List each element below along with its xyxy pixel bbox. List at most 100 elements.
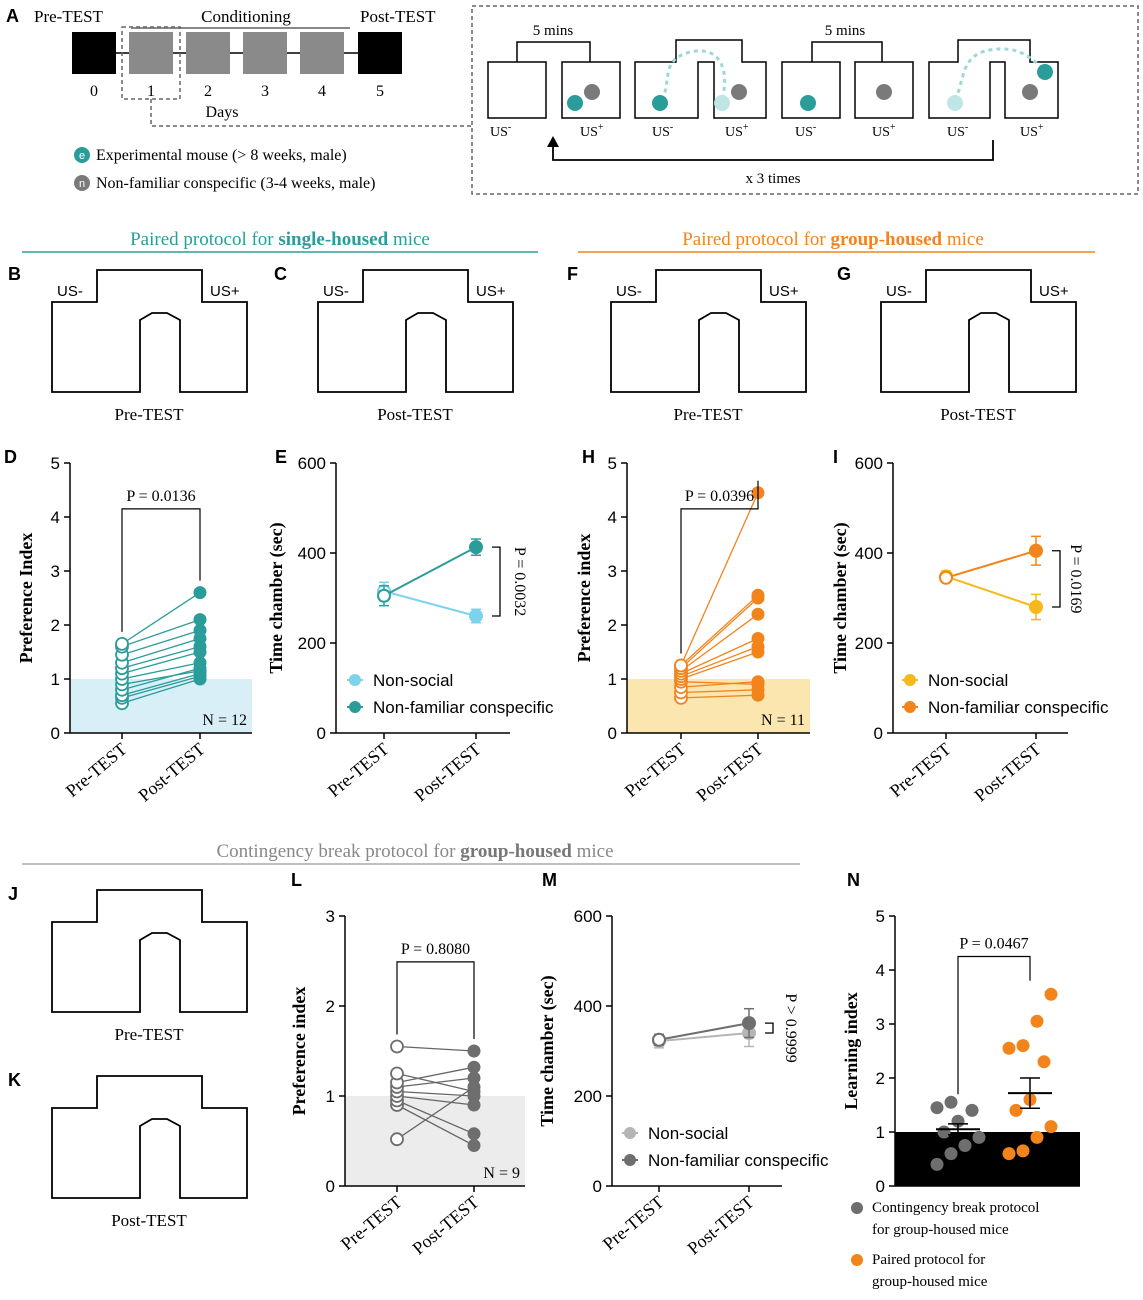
data-point <box>944 1095 958 1109</box>
data-point <box>937 1125 951 1139</box>
experimental-mouse-icon <box>800 95 816 111</box>
y-tick-label: 3 <box>876 1015 885 1034</box>
heatmap-hotspot <box>120 1099 144 1123</box>
mean-point <box>1029 543 1043 558</box>
pair-line <box>396 1045 475 1052</box>
day-0-block <box>72 32 116 74</box>
y-tick-label: 1 <box>608 670 617 689</box>
experimental-mouse-icon <box>652 95 668 111</box>
post-point <box>193 613 207 627</box>
post-point <box>467 1139 481 1152</box>
chamber-right <box>561 61 621 119</box>
data-point <box>1009 1103 1023 1117</box>
conspecific-mouse-icon <box>74 175 90 191</box>
mean-point <box>377 588 391 603</box>
heatmap-hotspot <box>70 960 94 984</box>
header-contingency-break: Contingency break protocol for group-hou… <box>22 841 800 865</box>
x-tick-label: Post-TEST <box>692 739 766 806</box>
legend-label: Non-social <box>648 1124 728 1143</box>
series-line <box>945 549 1037 579</box>
us-minus-label: US- <box>947 122 968 140</box>
heatmap-hotspot <box>161 287 195 321</box>
panel-letter: M <box>542 870 557 890</box>
header-single-text: Paired protocol for single-housed mice <box>130 229 430 250</box>
panel-letter-k: K <box>8 1070 21 1090</box>
pair-line <box>680 681 759 686</box>
chart-h: H 0 1 2 3 4 5 Preference index Pre-TEST Post-TEST… <box>574 447 810 805</box>
conspecific-mouse-icon <box>584 84 600 100</box>
legend-label: Non-familiar conspecific <box>373 698 554 717</box>
significance-bracket <box>492 546 501 617</box>
y-axis-label: Time chamber (sec) <box>537 975 558 1126</box>
x-tick-label: Pre-TEST <box>886 739 955 801</box>
chamber-label-us-plus: US+ <box>210 283 240 300</box>
y-axis-label: Preference index <box>289 987 309 1116</box>
heatmap-hotspot <box>894 358 918 382</box>
chamber-stage-1 <box>487 61 621 119</box>
heatmap-fill <box>611 270 806 392</box>
chamber-label-us-minus: US- <box>57 283 83 300</box>
pair-line <box>121 675 201 699</box>
us-plus-label: US+ <box>725 122 749 140</box>
day-tick: 1 <box>147 83 155 100</box>
legend-experimental: e Experimental mouse (> 8 weeks, male) <box>74 147 347 164</box>
legend-marker <box>904 674 916 686</box>
chart-m: M 0 200 400 600 Time chamber (sec) Pre-TEST Pos… <box>537 870 829 1258</box>
heatmap-hotspot <box>727 302 759 334</box>
pre-point <box>115 637 129 651</box>
pair-line <box>680 492 759 666</box>
y-tick-label: 2 <box>876 1069 885 1088</box>
post-point <box>751 607 765 621</box>
heatmap-caption: Post-TEST <box>940 405 1016 424</box>
header-single-housed: Paired protocol for single-housed mice <box>22 229 538 253</box>
heatmap-hotspot <box>214 337 240 363</box>
heatmap-fill <box>52 890 247 1012</box>
heatmap-hotspot <box>108 966 132 990</box>
pair-line <box>121 618 201 648</box>
us-plus-label: US+ <box>580 122 604 140</box>
x-tick-label: Pre-TEST <box>62 739 131 801</box>
data-point <box>1016 1144 1030 1158</box>
heatmap-caption: Pre-TEST <box>115 1025 185 1044</box>
day-tick: 2 <box>204 83 212 100</box>
y-tick-label: 600 <box>574 907 602 926</box>
data-point <box>1030 1130 1044 1144</box>
y-axis-label: Learning index <box>841 992 861 1110</box>
heatmap-hotspot <box>163 1152 191 1180</box>
legend-marker <box>349 674 361 686</box>
pair-line <box>680 594 759 666</box>
data-point <box>930 1157 944 1171</box>
legend-label: group-housed mice <box>872 1274 988 1290</box>
us-plus-label: US+ <box>872 122 896 140</box>
heatmap-hotspot <box>197 1106 217 1126</box>
p-value-label: P = 0.0467 <box>959 936 1028 953</box>
data-point <box>1002 1041 1016 1055</box>
series-line <box>383 546 477 597</box>
heatmap-hotspot <box>1032 343 1070 381</box>
pair-line <box>396 1104 475 1147</box>
heatmap-c: C US- US+ Post-TEST <box>274 264 514 424</box>
chamber-label-us-plus: US+ <box>769 283 799 300</box>
series-line <box>383 590 477 617</box>
x-tick-label: Post-TEST <box>134 739 208 806</box>
pair-line <box>121 651 201 675</box>
heatmap-j: J Pre-TEST <box>8 884 248 1044</box>
legend-marker <box>904 701 916 713</box>
y-tick-label: 600 <box>855 454 883 473</box>
data-point <box>1044 1120 1058 1134</box>
pair-line <box>396 1095 475 1106</box>
y-tick-label: 0 <box>608 724 617 743</box>
legend-label: for group-housed mice <box>872 1222 1009 1238</box>
days-axis-label: Days <box>206 104 239 121</box>
heatmap-hotspot <box>430 312 456 338</box>
pair-line <box>680 681 759 688</box>
header-group-text: Paired protocol for group-housed mice <box>682 229 984 250</box>
us-minus-label: US- <box>490 122 511 140</box>
mean-point <box>652 1032 666 1047</box>
legend-conspecific-text: Non-familiar conspecific (3-4 weeks, mal… <box>96 175 375 192</box>
x-tick-label: Post-TEST <box>410 739 484 806</box>
conspecific-mouse-icon <box>876 84 892 100</box>
pre-point <box>674 658 688 673</box>
y-tick-label: 5 <box>608 454 617 473</box>
chamber-label-us-minus: US- <box>886 283 912 300</box>
